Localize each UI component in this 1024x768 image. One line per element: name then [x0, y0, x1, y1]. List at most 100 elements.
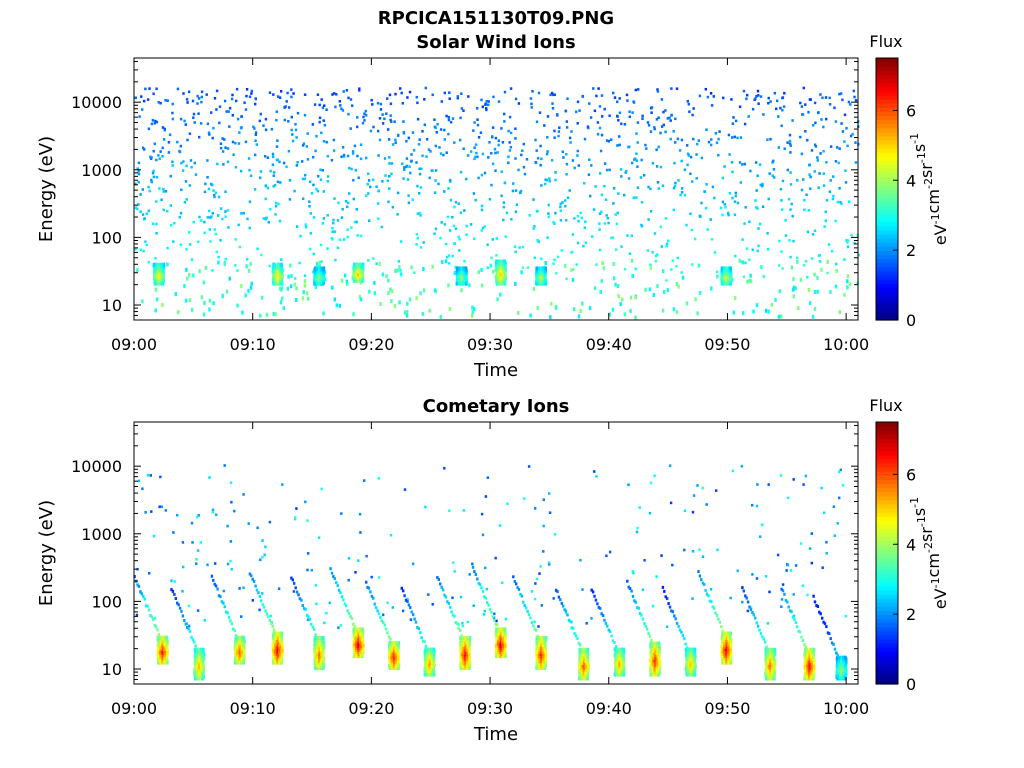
flux-cell: [812, 594, 815, 598]
colorbar-segment: [876, 139, 898, 145]
flux-cell: [456, 96, 459, 100]
flux-cell: [835, 146, 839, 149]
flux-cell: [729, 660, 733, 665]
flux-cell: [618, 111, 622, 115]
flux-cell: [810, 674, 813, 679]
flux-cell: [693, 237, 697, 241]
flux-cell: [800, 152, 804, 156]
flux-cell: [323, 123, 327, 127]
flux-cell: [144, 240, 147, 243]
flux-cell: [705, 183, 708, 186]
flux-cell: [636, 606, 639, 610]
flux-cell: [593, 470, 596, 473]
flux-cell: [411, 198, 414, 201]
flux-cell: [549, 93, 552, 97]
flux-cell: [781, 108, 784, 112]
flux-cell: [466, 656, 469, 661]
flux-cell: [241, 310, 244, 315]
flux-cell: [428, 308, 431, 313]
flux-cell: [651, 161, 655, 165]
flux-cell: [773, 658, 777, 663]
flux-cell: [432, 647, 435, 652]
flux-cell: [832, 175, 835, 178]
flux-cell: [261, 556, 264, 559]
flux-cell: [484, 566, 487, 570]
flux-cell: [596, 132, 600, 136]
flux-cell: [394, 138, 397, 142]
flux-cell: [727, 640, 731, 645]
flux-cell: [544, 652, 548, 657]
flux-cell: [761, 182, 764, 186]
flux-cell: [680, 271, 683, 274]
flux-cell: [494, 622, 497, 626]
flux-cell: [460, 92, 463, 95]
flux-cell: [497, 645, 501, 650]
flux-cell: [655, 254, 658, 258]
flux-cell: [657, 648, 661, 653]
flux-cell: [424, 644, 428, 648]
flux-cell: [854, 141, 857, 144]
flux-cell: [504, 635, 507, 640]
flux-cell: [339, 104, 342, 107]
flux-cell: [630, 589, 633, 593]
flux-cell: [152, 175, 156, 179]
flux-cell: [653, 474, 656, 478]
flux-cell: [242, 493, 245, 496]
flux-cell: [319, 243, 323, 247]
flux-cell: [160, 198, 163, 202]
flux-cell: [190, 521, 194, 525]
flux-cell: [197, 672, 201, 677]
flux-cell: [443, 138, 446, 141]
flux-cell: [280, 287, 283, 292]
flux-cell: [336, 219, 340, 222]
flux-cell: [340, 512, 343, 515]
flux-cell: [240, 212, 243, 215]
flux-cell: [598, 228, 601, 231]
flux-cell: [196, 658, 199, 663]
flux-cell: [476, 107, 479, 110]
flux-cell: [652, 663, 655, 667]
flux-cell: [217, 214, 220, 217]
flux-cell: [295, 225, 299, 228]
flux-cell: [248, 226, 251, 230]
flux-cell: [448, 262, 451, 265]
flux-cell: [658, 660, 662, 665]
flux-cell: [168, 133, 172, 137]
flux-cell: [580, 669, 584, 674]
flux-cell: [212, 301, 215, 306]
flux-cell: [314, 640, 317, 645]
flux-cell: [497, 641, 500, 646]
flux-cell: [731, 170, 734, 174]
flux-cell: [618, 143, 621, 147]
x-tick-label: 09:50: [704, 335, 750, 354]
flux-cell: [223, 138, 226, 141]
flux-cell: [320, 652, 323, 657]
flux-cell: [220, 600, 223, 604]
flux-cell: [276, 642, 280, 647]
flux-cell: [683, 637, 686, 641]
flux-cell: [751, 503, 754, 507]
flux-cell: [443, 223, 446, 226]
flux-cell: [733, 135, 736, 139]
flux-cell: [764, 308, 768, 313]
flux-cell: [533, 627, 536, 631]
flux-cell: [473, 146, 476, 149]
flux-cell: [596, 602, 599, 606]
colorbar-segment: [876, 172, 898, 178]
flux-cell: [407, 136, 410, 140]
flux-cell: [646, 249, 650, 252]
flux-cell: [777, 115, 780, 118]
flux-cell: [459, 640, 462, 645]
flux-cell: [790, 202, 793, 206]
flux-cell: [272, 656, 276, 661]
flux-cell: [468, 283, 471, 288]
flux-cell: [803, 198, 806, 202]
flux-cell: [343, 602, 346, 606]
flux-cell: [791, 119, 794, 122]
flux-cell: [634, 267, 637, 271]
flux-cell: [499, 631, 503, 636]
colorbar-segment: [876, 303, 898, 309]
flux-cell: [804, 672, 807, 677]
flux-cell: [444, 259, 448, 264]
flux-cell: [401, 102, 404, 105]
